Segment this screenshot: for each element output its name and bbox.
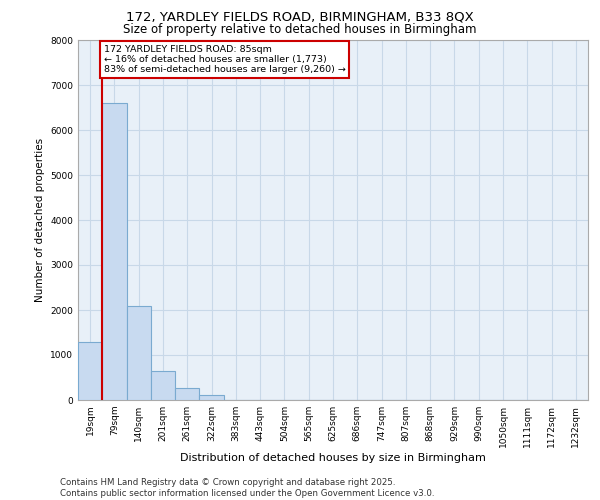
Text: Size of property relative to detached houses in Birmingham: Size of property relative to detached ho… <box>123 22 477 36</box>
Bar <box>175 388 199 400</box>
Text: 172, YARDLEY FIELDS ROAD, BIRMINGHAM, B33 8QX: 172, YARDLEY FIELDS ROAD, BIRMINGHAM, B3… <box>126 11 474 24</box>
Bar <box>151 371 175 400</box>
X-axis label: Distribution of detached houses by size in Birmingham: Distribution of detached houses by size … <box>180 452 486 462</box>
Y-axis label: Number of detached properties: Number of detached properties <box>35 138 44 302</box>
Text: Contains HM Land Registry data © Crown copyright and database right 2025.
Contai: Contains HM Land Registry data © Crown c… <box>60 478 434 498</box>
Bar <box>102 103 127 400</box>
Bar <box>199 394 224 400</box>
Text: 172 YARDLEY FIELDS ROAD: 85sqm
← 16% of detached houses are smaller (1,773)
83% : 172 YARDLEY FIELDS ROAD: 85sqm ← 16% of … <box>104 44 346 74</box>
Bar <box>127 306 151 400</box>
Bar <box>78 342 102 400</box>
